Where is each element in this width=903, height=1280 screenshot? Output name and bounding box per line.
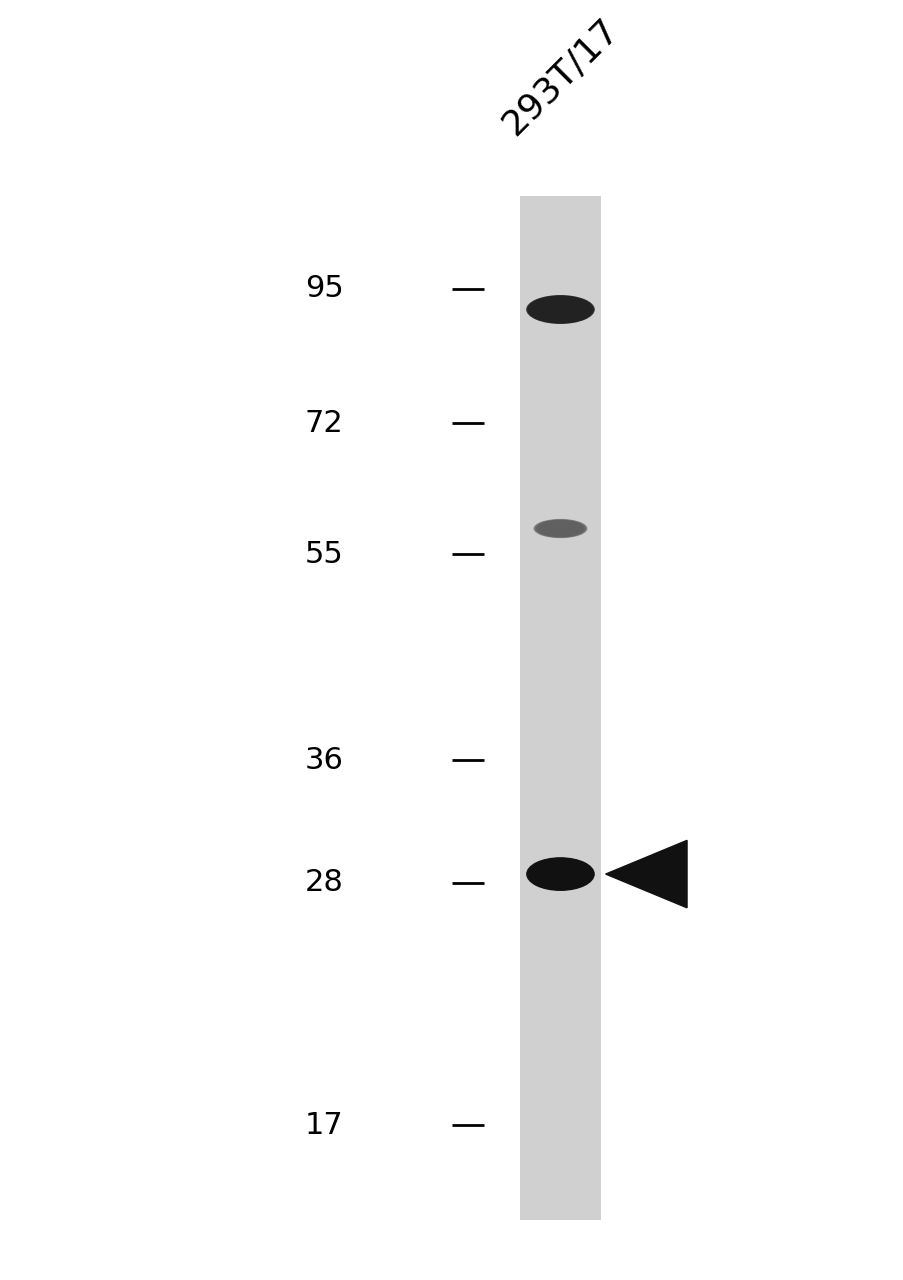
Ellipse shape — [536, 300, 583, 319]
Ellipse shape — [540, 521, 580, 535]
Ellipse shape — [531, 297, 589, 321]
Ellipse shape — [535, 861, 585, 886]
Ellipse shape — [543, 865, 577, 882]
Ellipse shape — [539, 521, 581, 536]
Ellipse shape — [537, 521, 582, 536]
Ellipse shape — [534, 861, 586, 887]
Ellipse shape — [527, 858, 592, 890]
Text: 95: 95 — [304, 274, 343, 303]
Ellipse shape — [536, 521, 583, 536]
Ellipse shape — [545, 867, 574, 881]
Ellipse shape — [528, 296, 591, 323]
Text: 293T/17: 293T/17 — [495, 12, 625, 142]
Ellipse shape — [546, 524, 573, 534]
Ellipse shape — [530, 297, 590, 323]
Ellipse shape — [539, 521, 581, 536]
Bar — [519, 196, 600, 1220]
Ellipse shape — [534, 298, 586, 321]
Ellipse shape — [543, 302, 577, 316]
Ellipse shape — [541, 865, 579, 883]
Ellipse shape — [539, 301, 581, 319]
Ellipse shape — [535, 861, 586, 887]
Text: 17: 17 — [304, 1111, 343, 1140]
Ellipse shape — [535, 298, 586, 320]
Ellipse shape — [533, 298, 587, 321]
Ellipse shape — [533, 860, 587, 887]
Ellipse shape — [532, 297, 588, 321]
Ellipse shape — [540, 301, 580, 317]
Ellipse shape — [545, 524, 575, 534]
Ellipse shape — [542, 522, 578, 535]
Text: 55: 55 — [304, 540, 343, 568]
Ellipse shape — [546, 868, 573, 881]
Ellipse shape — [542, 302, 578, 317]
Ellipse shape — [536, 520, 583, 538]
Ellipse shape — [537, 863, 582, 884]
Ellipse shape — [542, 865, 578, 883]
Ellipse shape — [545, 867, 575, 882]
Ellipse shape — [535, 300, 585, 320]
Polygon shape — [605, 841, 686, 908]
Ellipse shape — [535, 520, 585, 538]
Ellipse shape — [545, 303, 575, 316]
Ellipse shape — [537, 300, 582, 319]
Text: 28: 28 — [304, 868, 343, 897]
Ellipse shape — [539, 864, 581, 884]
Ellipse shape — [538, 301, 582, 319]
Text: 36: 36 — [304, 746, 343, 774]
Ellipse shape — [534, 520, 586, 538]
Ellipse shape — [535, 300, 584, 320]
Ellipse shape — [545, 524, 575, 534]
Ellipse shape — [530, 859, 590, 888]
Ellipse shape — [533, 518, 587, 538]
Ellipse shape — [541, 522, 579, 535]
Ellipse shape — [536, 863, 583, 886]
Ellipse shape — [545, 303, 574, 316]
Ellipse shape — [544, 867, 576, 882]
Ellipse shape — [526, 858, 594, 891]
Ellipse shape — [531, 860, 589, 888]
Ellipse shape — [542, 522, 578, 535]
Ellipse shape — [544, 522, 576, 534]
Ellipse shape — [535, 520, 584, 538]
Ellipse shape — [527, 296, 592, 324]
Ellipse shape — [532, 860, 588, 888]
Ellipse shape — [526, 296, 593, 324]
Ellipse shape — [538, 864, 582, 884]
Ellipse shape — [543, 522, 577, 535]
Ellipse shape — [526, 296, 594, 324]
Ellipse shape — [541, 302, 579, 317]
Ellipse shape — [540, 864, 580, 883]
Ellipse shape — [535, 863, 584, 886]
Ellipse shape — [545, 524, 574, 534]
Ellipse shape — [544, 302, 576, 316]
Ellipse shape — [538, 521, 582, 536]
Text: 72: 72 — [304, 408, 343, 438]
Ellipse shape — [526, 858, 593, 891]
Ellipse shape — [528, 859, 591, 890]
Ellipse shape — [535, 520, 586, 538]
Ellipse shape — [529, 297, 591, 323]
Ellipse shape — [529, 859, 591, 890]
